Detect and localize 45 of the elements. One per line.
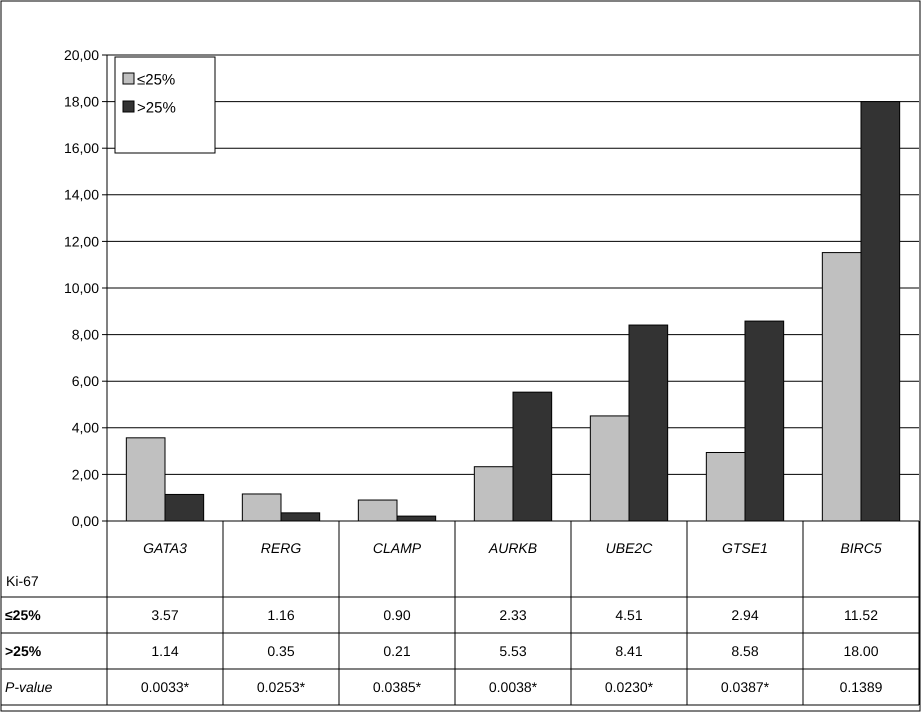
- y-tick-label: 16,00: [64, 140, 100, 156]
- legend-label: ≤25%: [137, 71, 176, 88]
- text: 0.0230*: [604, 678, 654, 695]
- y-tick-label: 20,00: [64, 46, 100, 63]
- text: 0.0387*: [720, 678, 770, 695]
- x-tick-label: UBE2C: [606, 540, 654, 556]
- y-tick-label: 14,00: [64, 186, 100, 203]
- y-tick-label: 6,00: [72, 373, 100, 390]
- data-label: 11.52: [844, 606, 878, 623]
- data-label: 8.41: [615, 642, 643, 659]
- text: ≤25%: [5, 606, 41, 623]
- text: 0.0253*: [256, 678, 306, 695]
- data-label: 2.94: [731, 606, 759, 623]
- legend-title: Ki-67: [6, 573, 39, 589]
- y-tick-label: 10,00: [64, 280, 100, 296]
- x-tick-label: AURKB: [488, 540, 538, 556]
- y-tick-label: 4,00: [72, 420, 100, 436]
- legend-label: >25%: [137, 99, 176, 116]
- data-label: 18.00: [843, 642, 879, 659]
- y-tick-label: 0,00: [72, 512, 100, 529]
- data-label: 0.35: [267, 642, 295, 659]
- text: 0.0038*: [488, 678, 538, 695]
- data-label: 1.16: [267, 606, 295, 623]
- data-label: 4.51: [615, 606, 643, 623]
- x-tick-label: CLAMP: [372, 540, 422, 556]
- text: 0.1389: [840, 678, 883, 695]
- data-label: 1.14: [151, 642, 179, 659]
- text: >25%: [5, 642, 42, 659]
- x-tick-label: RERG: [260, 540, 302, 556]
- y-tick-label: 12,00: [64, 233, 100, 250]
- x-tick-label: GATA3: [143, 540, 188, 556]
- text: P-value: [5, 678, 53, 695]
- data-label: 3.57: [151, 606, 179, 623]
- data-label: 8.58: [731, 642, 759, 659]
- data-label: 5.53: [499, 642, 527, 659]
- x-tick-label: BIRC5: [840, 540, 882, 556]
- data-label: 0.90: [383, 606, 411, 623]
- y-tick-label: 18,00: [64, 94, 100, 110]
- text: 0.0385*: [372, 678, 422, 695]
- y-tick-label: 8,00: [72, 326, 100, 342]
- text: 0.0033*: [140, 678, 190, 695]
- y-tick-label: 2,00: [72, 466, 100, 482]
- data-label: 0.21: [383, 642, 411, 659]
- data-label: 2.33: [499, 606, 527, 623]
- x-tick-label: GTSE1: [722, 540, 768, 556]
